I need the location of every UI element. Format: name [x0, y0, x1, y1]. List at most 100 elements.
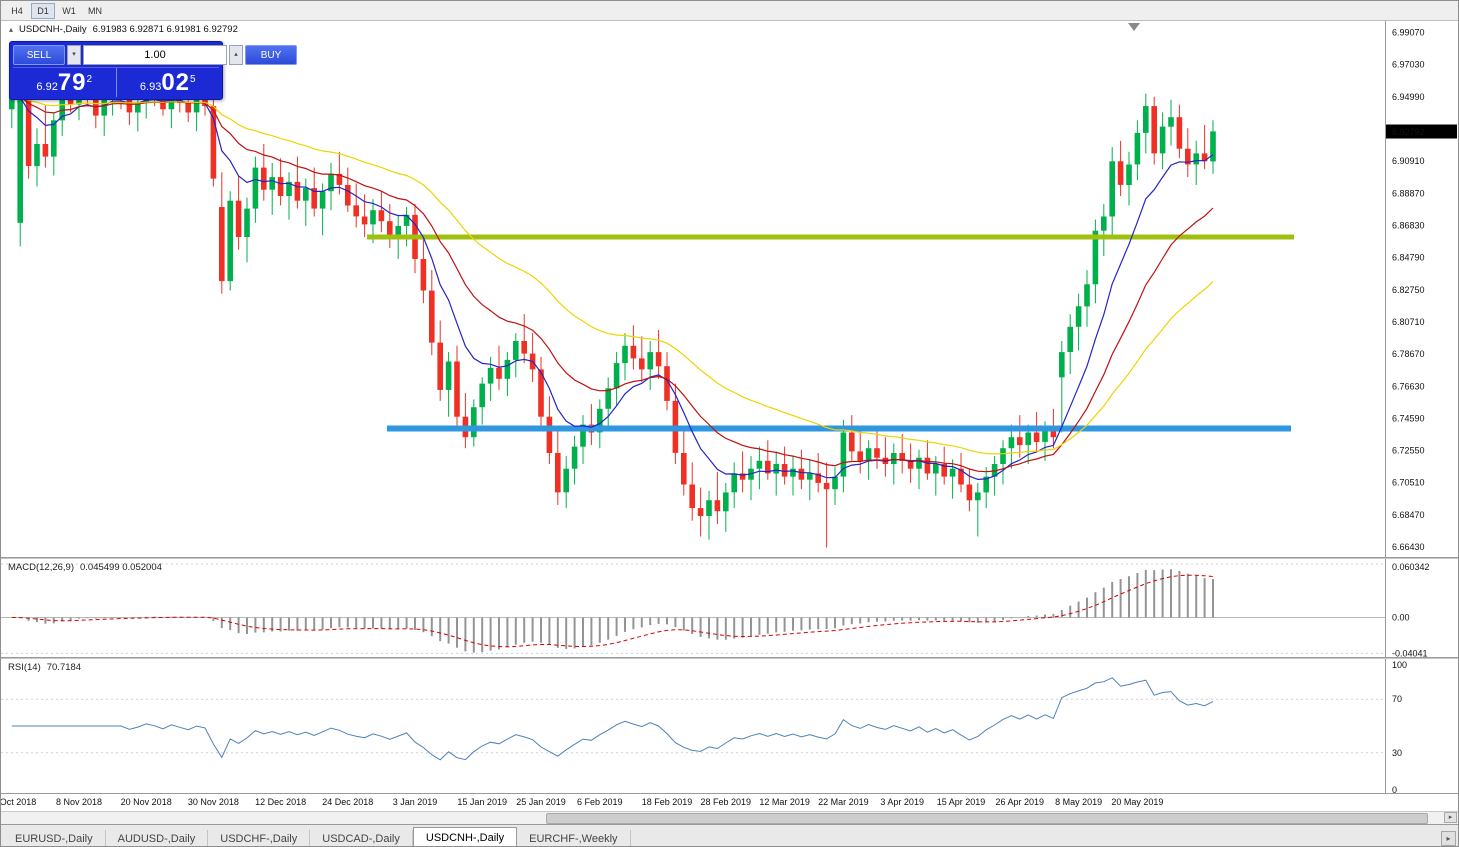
svg-text:6.88870: 6.88870 [1392, 188, 1425, 198]
svg-text:6.97030: 6.97030 [1392, 60, 1425, 70]
timeframe-button-d1[interactable]: D1 [31, 2, 55, 19]
date-label: 26 Apr 2019 [995, 797, 1045, 807]
rsi-name: RSI(14) [8, 662, 41, 673]
buy-price-small: 6.93 [139, 81, 162, 93]
svg-text:6.84790: 6.84790 [1392, 253, 1425, 263]
svg-text:0: 0 [1392, 785, 1397, 793]
timeframe-button-h4[interactable]: H4 [5, 2, 29, 19]
support-line [387, 425, 1291, 432]
buy-price-quote[interactable]: 6.93 02 5 [117, 68, 220, 97]
svg-text:70: 70 [1392, 694, 1402, 704]
date-label: 15 Jan 2019 [457, 797, 507, 807]
svg-text:30: 30 [1392, 748, 1402, 758]
date-label: 29 Oct 2018 [1, 797, 37, 807]
chart-tab-eurusd[interactable]: EURUSD-,Daily [3, 830, 106, 846]
date-label: 6 Feb 2019 [577, 797, 623, 807]
svg-text:6.99070: 6.99070 [1392, 28, 1425, 38]
svg-text:6.70510: 6.70510 [1392, 478, 1425, 488]
chart-tab-audusd[interactable]: AUDUSD-,Daily [106, 830, 209, 846]
timeframe-toolbar: H4 D1 W1 MN [1, 1, 1458, 21]
chart-tabs: EURUSD-,Daily AUDUSD-,Daily USDCHF-,Daily U… [1, 824, 1458, 846]
date-label: 15 Apr 2019 [936, 797, 986, 807]
svg-text:6.92792: 6.92792 [1392, 127, 1425, 137]
rsi-label: RSI(14) 70.7184 [8, 662, 81, 673]
macd-chart-canvas[interactable]: 0.060342 0.00 -0.04041 [1, 559, 1459, 657]
date-label: 8 May 2019 [1055, 797, 1103, 807]
svg-text:0.060342: 0.060342 [1392, 562, 1430, 572]
date-label: 12 Mar 2019 [759, 797, 810, 807]
sell-price-big: 79 [57, 69, 87, 96]
price-chart-canvas[interactable]: 6.990706.970306.949906.929506.909106.888… [1, 21, 1459, 557]
time-axis[interactable]: 29 Oct 2018 8 Nov 2018 20 Nov 2018 30 Nov 2… [1, 793, 1458, 811]
subwindow-collapse-icon[interactable]: ▴ [9, 25, 14, 34]
date-label: 12 Dec 2018 [255, 797, 307, 807]
horizontal-scrollbar[interactable]: ▸ [1, 811, 1458, 824]
chart-tab-usdcad[interactable]: USDCAD-,Daily [310, 830, 413, 846]
buy-button[interactable]: BUY [245, 45, 297, 65]
pane-splitter[interactable] [1, 557, 1458, 559]
rsi-pane[interactable]: 100 70 30 0 RSI(14) 70.7184 [1, 659, 1458, 793]
sell-price-sup: 2 [86, 74, 93, 85]
timeframe-button-mn[interactable]: MN [83, 2, 107, 19]
macd-name: MACD(12,26,9) [8, 562, 74, 573]
svg-text:6.68470: 6.68470 [1392, 510, 1425, 520]
date-label: 22 Mar 2019 [818, 797, 869, 807]
pane-splitter[interactable] [1, 657, 1458, 659]
date-label: 28 Feb 2019 [700, 797, 752, 807]
svg-text:6.74590: 6.74590 [1392, 413, 1425, 423]
ma-fast-blue [11, 96, 1214, 481]
svg-text:-0.04041: -0.04041 [1392, 648, 1428, 657]
chart-tab-usdcnh[interactable]: USDCNH-,Daily [412, 827, 518, 846]
chart-tab-usdchf[interactable]: USDCHF-,Daily [208, 830, 311, 846]
date-label: 30 Nov 2018 [187, 797, 239, 807]
date-label: 3 Jan 2019 [392, 797, 438, 807]
svg-text:6.86830: 6.86830 [1392, 221, 1425, 231]
svg-text:100: 100 [1392, 660, 1407, 670]
rsi-chart-canvas[interactable]: 100 70 30 0 [1, 659, 1459, 793]
macd-pane[interactable]: 0.060342 0.00 -0.04041 MACD(12,26,9) 0.045… [1, 559, 1458, 657]
sell-price-small: 6.92 [36, 81, 58, 93]
scrollbar-thumb[interactable] [546, 813, 1428, 824]
quote-divider [115, 68, 117, 97]
chart-symbol-label: USDCNH-,Daily [19, 24, 87, 35]
timeframe-button-w1[interactable]: W1 [57, 2, 81, 19]
sell-price-quote[interactable]: 6.92 79 2 [13, 68, 116, 97]
resistance-line [367, 234, 1294, 240]
rsi-line [11, 677, 1214, 761]
svg-text:6.66430: 6.66430 [1392, 542, 1425, 552]
scrollbar-right-arrow-icon[interactable]: ▸ [1444, 812, 1457, 823]
price-pane[interactable]: 6.990706.970306.949906.929506.909106.888… [1, 21, 1458, 557]
svg-text:6.80710: 6.80710 [1392, 317, 1425, 327]
chart-ohlc-values: 6.91983 6.92871 6.91981 6.92792 [92, 24, 238, 35]
sell-button[interactable]: SELL [13, 45, 65, 65]
date-label: 8 Nov 2018 [55, 797, 103, 807]
date-label: 20 May 2019 [1111, 797, 1164, 807]
buy-price-sup: 5 [190, 74, 196, 85]
svg-text:0.00: 0.00 [1392, 613, 1410, 623]
date-label: 20 Nov 2018 [120, 797, 172, 807]
current-price-tag [1386, 124, 1457, 139]
scroll-marker-icon [1128, 23, 1140, 31]
macd-signal-line [11, 574, 1214, 648]
chart-title: ▴ USDCNH-,Daily 6.91983 6.92871 6.91981 … [9, 24, 238, 35]
buy-price-big: 02 [161, 69, 191, 96]
volume-input[interactable] [83, 45, 227, 65]
date-label: 18 Feb 2019 [641, 797, 693, 807]
svg-text:6.82750: 6.82750 [1392, 285, 1425, 295]
svg-text:6.94990: 6.94990 [1392, 92, 1425, 102]
date-label: 3 Apr 2019 [880, 797, 924, 807]
volume-decrease-button[interactable]: ▾ [67, 45, 81, 65]
volume-increase-button[interactable]: ▴ [229, 45, 243, 65]
tab-scroll-right-icon[interactable]: ▸ [1441, 831, 1456, 846]
svg-text:6.90910: 6.90910 [1392, 156, 1425, 166]
date-label: 24 Dec 2018 [322, 797, 374, 807]
macd-values: 0.045499 0.052004 [80, 562, 162, 573]
rsi-value: 70.7184 [46, 662, 82, 673]
svg-text:6.72550: 6.72550 [1392, 446, 1425, 456]
svg-text:6.76630: 6.76630 [1392, 381, 1425, 391]
chart-tab-eurchf[interactable]: EURCHF-,Weekly [517, 830, 631, 846]
chart-window: 6.990706.970306.949906.929506.909106.888… [1, 21, 1458, 811]
svg-text:6.78670: 6.78670 [1392, 349, 1425, 359]
